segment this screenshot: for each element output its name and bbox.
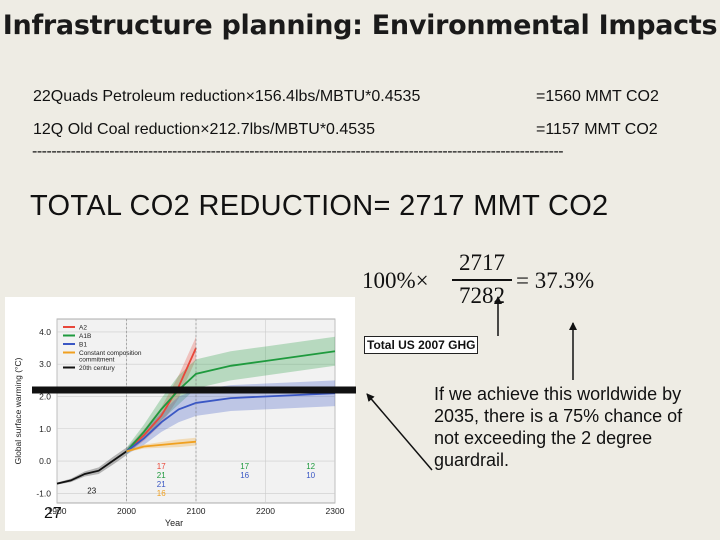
y-axis-label: Global surface warming (°C)	[13, 357, 23, 464]
uncertainty-band	[126, 380, 335, 455]
total-reduction: TOTAL CO2 REDUCTION= 2717 MMT CO2	[30, 190, 609, 222]
model-count-label: 21	[157, 480, 166, 489]
model-count-label: 16	[157, 489, 166, 498]
legend-label: A2	[79, 325, 87, 332]
fraction-bar	[452, 279, 512, 281]
model-count-label: 10	[306, 471, 315, 480]
ghg-label: Total US 2007 GHG	[364, 336, 479, 354]
y-tick-label: -1.0	[36, 488, 51, 498]
model-count-label: 12	[306, 462, 315, 471]
coal-result: =1157 MMT CO2	[536, 121, 658, 138]
petroleum-result: =1560 MMT CO2	[536, 88, 659, 105]
formula-numerator: 2717	[459, 250, 505, 275]
slide-title: Infrastructure planning: Environmental I…	[2, 10, 718, 41]
coal-calculation: 12Q Old Coal reduction×212.7lbs/MBTU*0.4…	[33, 121, 375, 138]
y-tick-label: 3.0	[39, 359, 51, 369]
series-line	[125, 350, 336, 452]
uncertainty-band	[57, 447, 127, 485]
formula-prefix: 100%×	[362, 268, 429, 293]
series-line	[126, 440, 197, 453]
x-tick-label: 2100	[187, 506, 206, 516]
uncertainty-band	[126, 336, 335, 455]
x-tick-label: 2200	[256, 506, 275, 516]
warming-chart: -1.0 0.0 1.0 2.0 3.0 4.0 1900 2000 2100 2200 2300 Y…	[5, 297, 355, 531]
y-tick-label: 2.0	[39, 391, 51, 401]
model-count-label: 23	[87, 486, 96, 495]
legend-label: Constant composition	[79, 350, 142, 357]
x-tick-label: 2300	[326, 506, 345, 516]
legend-label: A1B	[79, 333, 91, 340]
model-count-label: 17	[157, 462, 166, 471]
legend-label: B1	[79, 342, 87, 349]
legend-label: commitment	[79, 357, 115, 364]
y-tick-label: 4.0	[39, 327, 51, 337]
legend-label: 20th century	[79, 365, 116, 372]
petroleum-calculation: 22Quads Petroleum reduction×156.4lbs/MBT…	[33, 88, 421, 105]
series-line	[125, 347, 197, 453]
x-axis-label: Year	[165, 518, 183, 528]
separator-line: ----------------------------------------…	[32, 143, 564, 160]
model-count-label: 21	[157, 471, 166, 480]
warming-chart-svg: -1.0 0.0 1.0 2.0 3.0 4.0 1900 2000 2100 2200 2300 Y…	[13, 318, 345, 528]
x-tick-label: 1900	[48, 506, 67, 516]
y-tick-label: 1.0	[39, 424, 51, 434]
y-tick-label: 0.0	[39, 456, 51, 466]
slide-number: 27	[44, 505, 62, 522]
note-arrow	[366, 393, 433, 471]
model-count-label: 17	[240, 462, 249, 471]
guardrail-note: If we achieve this worldwide by 2035, th…	[434, 384, 683, 470]
x-tick-label: 2000	[117, 506, 136, 516]
model-count-label: 16	[240, 471, 249, 480]
formula-result: = 37.3%	[516, 268, 595, 293]
series-line	[125, 392, 336, 453]
series-line	[56, 450, 128, 485]
